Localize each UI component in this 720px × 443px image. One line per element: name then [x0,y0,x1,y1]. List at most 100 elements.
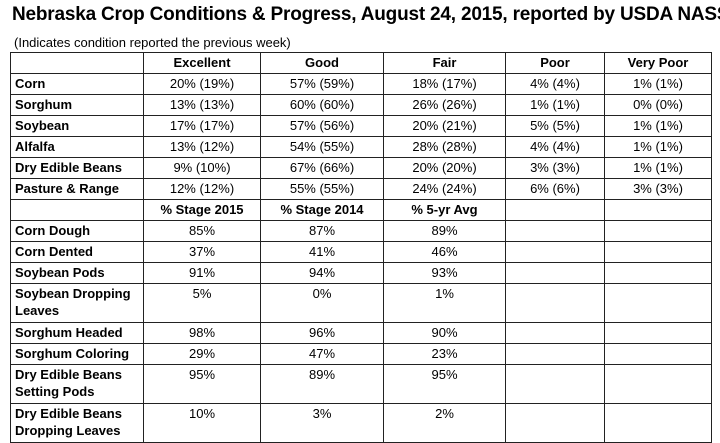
table-cell: 1% (1%) [604,115,712,137]
corner-cell [10,52,144,74]
table-cell: 5% (5%) [505,115,605,137]
table-cell: 1% [383,283,506,323]
column-header: Good [260,52,384,74]
row-label: Corn Dented [10,241,144,263]
table-cell: 94% [260,262,384,284]
table-cell: 1% (1%) [505,94,605,116]
table-row: Corn 20% (19%) 57% (59%) 18% (17%) 4% (4… [10,73,712,95]
table-cell: 4% (4%) [505,73,605,95]
column-header: Excellent [143,52,261,74]
crop-table: Excellent Good Fair Poor Very Poor Corn … [10,52,712,443]
row-label: Soybean Dropping Leaves [10,283,144,323]
column-header: % Stage 2014 [260,199,384,221]
empty-cell [505,343,605,365]
table-cell: 20% (19%) [143,73,261,95]
page-title: Nebraska Crop Conditions & Progress, Aug… [12,4,720,25]
table-cell: 3% (3%) [505,157,605,179]
table-cell: 4% (4%) [505,136,605,158]
table-cell: 23% [383,343,506,365]
table-cell: 41% [260,241,384,263]
table-cell: 47% [260,343,384,365]
empty-cell [505,403,605,443]
empty-cell [505,220,605,242]
table-cell: 9% (10%) [143,157,261,179]
empty-cell [604,262,712,284]
row-label: Alfalfa [10,136,144,158]
table-cell: 24% (24%) [383,178,506,200]
empty-cell [604,220,712,242]
table-cell: 26% (26%) [383,94,506,116]
progress-header-row: % Stage 2015 % Stage 2014 % 5-yr Avg [10,199,712,221]
empty-cell [505,322,605,344]
row-label: Dry Edible Beans Dropping Leaves [10,403,144,443]
empty-cell [604,322,712,344]
table-cell: 0% [260,283,384,323]
table-cell: 46% [383,241,506,263]
row-label: Dry Edible Beans Setting Pods [10,364,144,404]
table-cell: 10% [143,403,261,443]
table-cell: 89% [383,220,506,242]
empty-cell [604,403,712,443]
table-cell: 1% (1%) [604,157,712,179]
empty-cell [604,283,712,323]
empty-cell [505,262,605,284]
empty-cell [604,241,712,263]
table-row: Corn Dough 85% 87% 89% [10,220,712,242]
row-label: Sorghum Headed [10,322,144,344]
table-cell: 57% (59%) [260,73,384,95]
table-cell: 91% [143,262,261,284]
table-row: Soybean 17% (17%) 57% (56%) 20% (21%) 5%… [10,115,712,137]
row-label: Soybean [10,115,144,137]
page-subtitle: (Indicates condition reported the previo… [14,35,291,50]
table-row: Sorghum 13% (13%) 60% (60%) 26% (26%) 1%… [10,94,712,116]
table-cell: 54% (55%) [260,136,384,158]
row-label: Dry Edible Beans [10,157,144,179]
table-cell: 95% [143,364,261,404]
crop-report: Nebraska Crop Conditions & Progress, Aug… [10,4,720,443]
table-cell: 28% (28%) [383,136,506,158]
table-cell: 1% (1%) [604,136,712,158]
column-header: Very Poor [604,52,712,74]
row-label: Sorghum [10,94,144,116]
table-cell: 0% (0%) [604,94,712,116]
table-cell: 20% (21%) [383,115,506,137]
table-cell: 89% [260,364,384,404]
table-cell: 85% [143,220,261,242]
empty-cell [604,199,712,221]
table-cell: 29% [143,343,261,365]
table-cell: 57% (56%) [260,115,384,137]
table-cell: 55% (55%) [260,178,384,200]
table-cell: 98% [143,322,261,344]
row-label: Corn Dough [10,220,144,242]
table-row: Corn Dented 37% 41% 46% [10,241,712,263]
table-cell: 6% (6%) [505,178,605,200]
conditions-header-row: Excellent Good Fair Poor Very Poor [10,52,712,74]
column-header: Fair [383,52,506,74]
table-cell: 67% (66%) [260,157,384,179]
empty-cell [505,364,605,404]
table-row: Soybean Pods 91% 94% 93% [10,262,712,284]
empty-cell [604,364,712,404]
row-label: Soybean Pods [10,262,144,284]
column-header: % Stage 2015 [143,199,261,221]
table-cell: 96% [260,322,384,344]
table-row: Dry Edible Beans 9% (10%) 67% (66%) 20% … [10,157,712,179]
table-row: Dry Edible Beans Setting Pods 95% 89% 95… [10,364,712,404]
table-cell: 2% [383,403,506,443]
column-header: Poor [505,52,605,74]
table-row: Pasture & Range 12% (12%) 55% (55%) 24% … [10,178,712,200]
table-cell: 3% [260,403,384,443]
empty-cell [505,241,605,263]
corner-cell [10,199,144,221]
table-row: Soybean Dropping Leaves 5% 0% 1% [10,283,712,323]
empty-cell [604,343,712,365]
empty-cell [505,199,605,221]
row-label: Sorghum Coloring [10,343,144,365]
row-label: Pasture & Range [10,178,144,200]
table-row: Dry Edible Beans Dropping Leaves 10% 3% … [10,403,712,443]
empty-cell [505,283,605,323]
table-cell: 87% [260,220,384,242]
table-cell: 13% (13%) [143,94,261,116]
table-cell: 17% (17%) [143,115,261,137]
table-cell: 5% [143,283,261,323]
